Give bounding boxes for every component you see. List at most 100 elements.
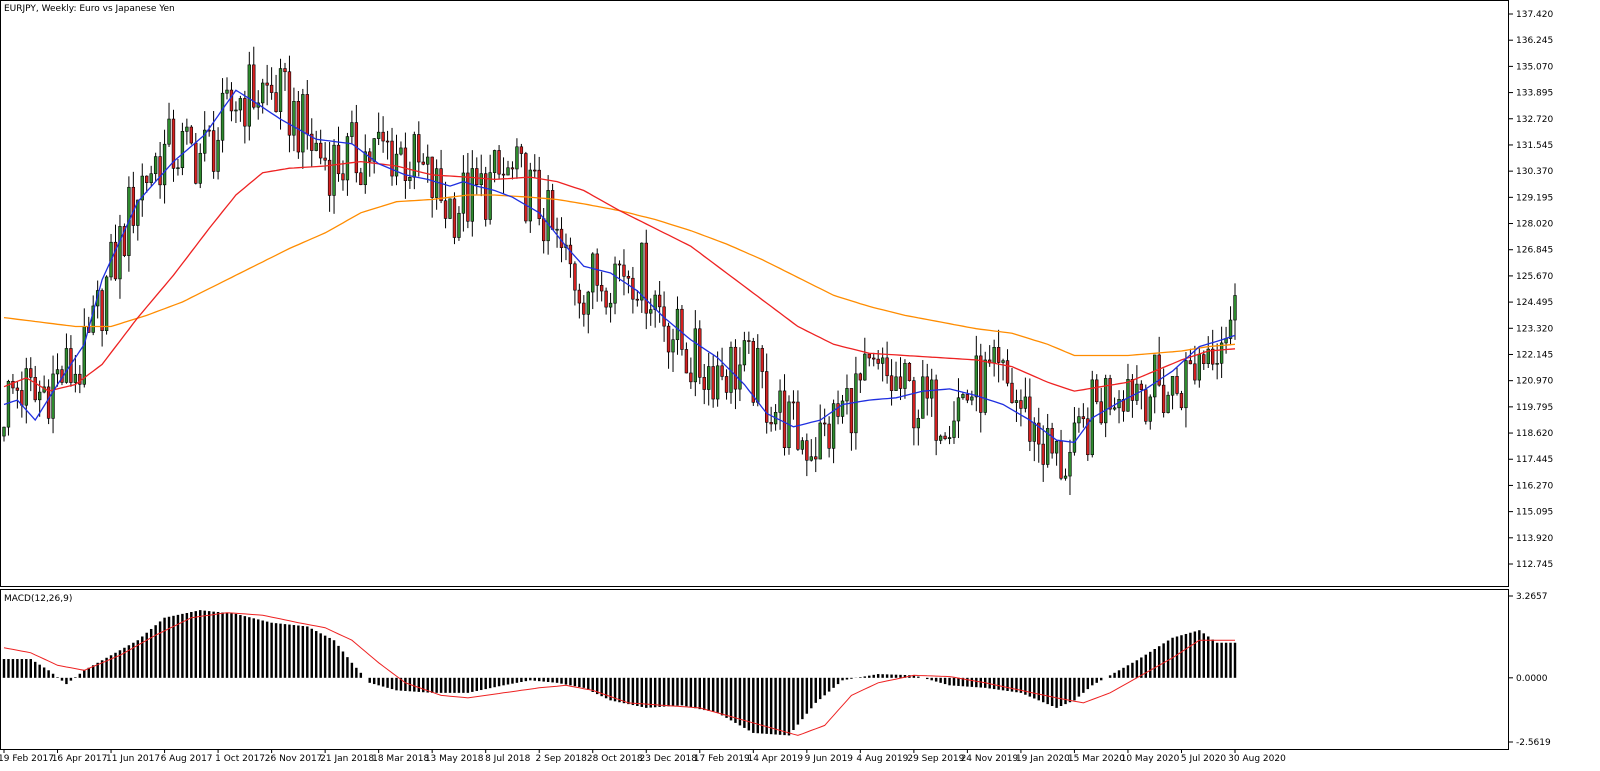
bull-candle xyxy=(756,348,760,403)
macd-tick-label: 0.0000 xyxy=(1516,674,1548,684)
bear-candle xyxy=(996,347,1001,363)
bull-candle xyxy=(176,167,180,170)
bull-candle xyxy=(185,126,189,132)
bull-candle xyxy=(715,365,720,400)
bear-candle xyxy=(252,64,256,108)
bull-candle xyxy=(1233,295,1237,321)
bull-candle xyxy=(167,118,171,145)
bear-candle xyxy=(1005,360,1010,384)
bear-candle xyxy=(283,68,287,73)
bear-candle xyxy=(765,371,769,423)
price-tick-label: 118.620 xyxy=(1516,429,1553,439)
bear-candle xyxy=(385,140,390,143)
time-tick-label: 16 Apr 2017 xyxy=(52,754,108,764)
price-tick-label: 135.070 xyxy=(1516,62,1553,72)
bull-candle xyxy=(952,420,956,438)
bear-candle xyxy=(635,298,640,301)
bull-candle xyxy=(376,131,381,139)
bull-candle xyxy=(448,198,452,219)
bull-candle xyxy=(118,226,122,280)
bear-candle xyxy=(814,456,818,460)
bull-candle xyxy=(372,138,376,162)
bull-candle xyxy=(24,368,28,406)
bear-candle xyxy=(751,341,755,403)
time-tick-label: 6 Aug 2017 xyxy=(161,754,213,764)
bear-candle xyxy=(599,285,604,292)
bear-candle xyxy=(907,362,912,381)
bear-candle xyxy=(1193,363,1197,381)
price-tick-label: 124.495 xyxy=(1516,298,1553,308)
bull-candle xyxy=(938,435,943,441)
bear-candle xyxy=(934,379,938,441)
bull-candle xyxy=(653,294,657,310)
bull-candle xyxy=(51,373,55,419)
bear-candle xyxy=(310,133,314,151)
bull-candle xyxy=(956,397,961,422)
bear-candle xyxy=(318,142,323,159)
bull-candle xyxy=(1032,422,1036,442)
bull-candle xyxy=(903,362,907,389)
bear-candle xyxy=(497,150,501,175)
bull-candle xyxy=(809,456,813,461)
bear-candle xyxy=(171,118,176,169)
bear-candle xyxy=(622,264,626,277)
bear-candle xyxy=(702,377,706,390)
bull-candle xyxy=(492,150,497,173)
bull-candle xyxy=(203,129,207,154)
bear-candle xyxy=(20,390,24,406)
bull-candle xyxy=(1197,354,1202,381)
bull-candle xyxy=(104,276,109,332)
bull-candle xyxy=(930,379,934,399)
bear-candle xyxy=(1139,383,1144,390)
bear-candle xyxy=(466,172,470,222)
bear-candle xyxy=(769,422,773,425)
bull-candle xyxy=(649,309,653,314)
bear-candle xyxy=(443,200,448,219)
bear-candle xyxy=(965,394,970,401)
time-tick-label: 30 Aug 2020 xyxy=(1228,754,1286,764)
bull-candle xyxy=(363,151,367,186)
bear-candle xyxy=(1095,379,1099,403)
bear-candle xyxy=(1081,416,1086,420)
bear-candle xyxy=(867,353,871,359)
time-tick-label: 24 Nov 2019 xyxy=(961,754,1019,764)
bear-candle xyxy=(33,377,37,401)
bear-candle xyxy=(568,244,573,265)
bull-candle xyxy=(1166,394,1170,413)
bull-candle xyxy=(350,122,354,137)
bull-candle xyxy=(488,172,492,220)
bull-candle xyxy=(894,376,898,391)
time-tick-label: 14 Apr 2019 xyxy=(747,754,803,764)
bull-candle xyxy=(1206,348,1210,365)
bear-candle xyxy=(1144,389,1148,422)
price-tick-label: 136.245 xyxy=(1516,36,1553,46)
time-tick-label: 18 Mar 2018 xyxy=(372,754,429,764)
bear-candle xyxy=(122,226,127,256)
bear-candle xyxy=(452,198,457,238)
bear-candle xyxy=(836,403,840,417)
bull-candle xyxy=(238,98,243,111)
price-tick-label: 112.745 xyxy=(1516,560,1553,570)
bear-candle xyxy=(1202,354,1206,365)
bull-candle xyxy=(1148,396,1152,422)
price-tick-label: 120.970 xyxy=(1516,377,1553,387)
bull-candle xyxy=(546,190,550,242)
bear-candle xyxy=(617,263,622,266)
bull-candle xyxy=(220,92,225,141)
bull-candle xyxy=(880,357,885,364)
bear-candle xyxy=(979,355,983,413)
bear-candle xyxy=(390,140,394,177)
bull-candle xyxy=(1072,422,1077,453)
bull-candle xyxy=(742,340,747,366)
bull-candle xyxy=(153,156,158,175)
bull-candle xyxy=(974,355,978,398)
bull-candle xyxy=(970,396,974,401)
bull-candle xyxy=(1023,396,1028,409)
bull-candle xyxy=(983,359,987,413)
bear-candle xyxy=(689,372,693,383)
bear-candle xyxy=(287,71,292,136)
bear-candle xyxy=(898,376,903,389)
bear-candle xyxy=(359,172,363,186)
